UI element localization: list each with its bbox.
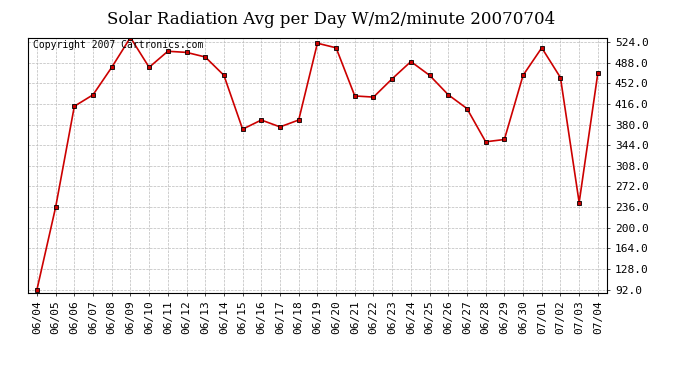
Text: Copyright 2007 Cartronics.com: Copyright 2007 Cartronics.com xyxy=(33,40,204,50)
Text: Solar Radiation Avg per Day W/m2/minute 20070704: Solar Radiation Avg per Day W/m2/minute … xyxy=(107,11,555,28)
